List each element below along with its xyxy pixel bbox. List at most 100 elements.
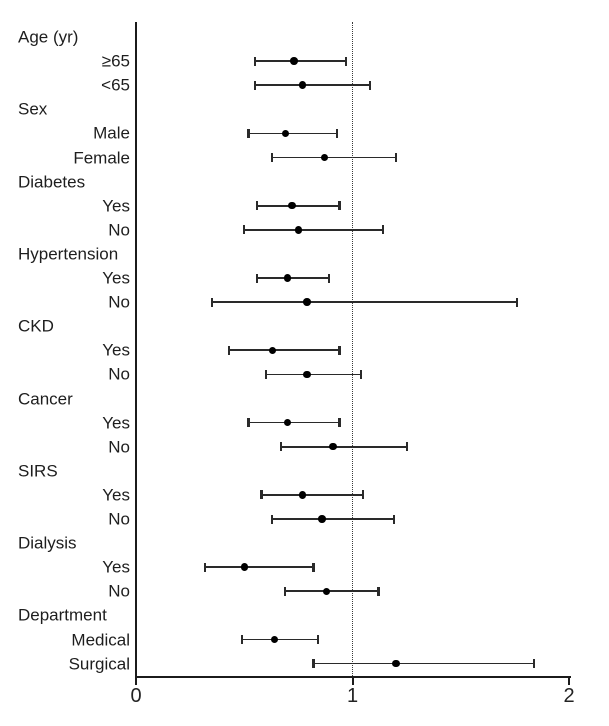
point-estimate: [322, 587, 331, 596]
ci-line: [248, 132, 338, 135]
point-estimate: [318, 515, 326, 523]
point-estimate: [303, 298, 311, 306]
ci-cap-left: [260, 490, 263, 500]
ci-cap-left: [204, 562, 207, 572]
ci-cap-left: [240, 635, 244, 644]
ci-cap-left: [312, 659, 315, 669]
row-label: Yes: [102, 485, 130, 505]
ci-cap-left: [264, 369, 267, 379]
row-label: No: [108, 220, 130, 240]
row-label: No: [108, 581, 130, 601]
row-label: Yes: [102, 340, 130, 360]
ci-cap-right: [338, 418, 341, 428]
point-estimate: [288, 201, 296, 210]
point-estimate: [268, 346, 277, 355]
ci-line: [255, 60, 346, 62]
ci-line: [248, 421, 340, 424]
group-label: CKD: [18, 316, 54, 336]
ci-cap-right: [336, 128, 339, 138]
ci-cap-right: [312, 562, 315, 572]
point-estimate: [294, 226, 303, 234]
point-estimate: [298, 81, 307, 89]
ci-line: [244, 228, 383, 231]
ci-line: [211, 301, 518, 303]
row-label: Female: [73, 148, 130, 167]
ci-line: [272, 156, 396, 159]
ci-cap-left: [210, 297, 213, 307]
ci-line: [265, 373, 362, 376]
ci-line: [229, 349, 340, 352]
ci-cap-right: [338, 345, 341, 355]
point-estimate: [329, 442, 337, 451]
ci-cap-right: [316, 635, 319, 644]
group-label: Age (yr): [18, 27, 79, 47]
ci-cap-right: [377, 586, 380, 596]
ci-line: [242, 638, 318, 641]
row-label: No: [108, 292, 130, 312]
ci-line: [272, 518, 394, 520]
ci-cap-right: [533, 659, 536, 669]
row-label: No: [108, 509, 130, 529]
ci-cap-right: [360, 369, 363, 379]
ci-cap-left: [279, 442, 283, 452]
x-axis-tick-label: 2: [563, 685, 575, 707]
group-label: Dialysis: [18, 533, 77, 553]
ci-cap-right: [344, 56, 348, 66]
row-label: Yes: [102, 557, 130, 577]
group-label: Department: [18, 605, 107, 625]
row-label: Yes: [102, 413, 130, 433]
row-label: Surgical: [68, 654, 130, 674]
ci-line: [285, 590, 379, 593]
x-axis-line: [135, 676, 571, 678]
group-label: Diabetes: [18, 172, 86, 192]
ci-cap-left: [271, 153, 274, 162]
ci-cap-left: [271, 514, 274, 524]
point-estimate: [392, 659, 400, 668]
point-estimate: [240, 563, 248, 571]
ci-line: [281, 445, 407, 448]
ci-line: [261, 494, 364, 496]
ci-line: [257, 277, 329, 279]
point-estimate: [320, 153, 329, 162]
ci-cap-right: [394, 153, 397, 162]
row-label: No: [108, 364, 130, 384]
ci-cap-left: [227, 345, 231, 355]
row-label: Yes: [102, 268, 130, 288]
ci-cap-right: [368, 80, 371, 90]
ci-cap-left: [253, 56, 257, 66]
point-estimate: [283, 274, 292, 282]
x-axis-tick: [135, 678, 137, 685]
row-label: No: [108, 437, 130, 457]
group-label: Hypertension: [18, 244, 119, 264]
ci-line: [257, 204, 340, 207]
x-axis-tick: [568, 678, 570, 685]
point-estimate: [303, 370, 311, 379]
ci-cap-right: [338, 201, 341, 211]
point-estimate: [270, 635, 279, 644]
row-label: Male: [93, 123, 130, 143]
point-estimate: [298, 491, 307, 499]
x-axis-tick: [351, 678, 354, 685]
ci-cap-left: [247, 128, 250, 138]
point-estimate: [290, 57, 298, 65]
ci-cap-left: [243, 225, 246, 235]
y-axis-line: [135, 22, 137, 678]
row-label: <65: [101, 75, 130, 95]
reference-line: [351, 22, 353, 676]
ci-cap-right: [327, 273, 330, 283]
row-label: Yes: [102, 196, 130, 216]
group-label: SIRS: [18, 461, 58, 481]
ci-cap-left: [253, 80, 257, 90]
ci-line: [313, 662, 535, 665]
x-axis-tick-label: 0: [130, 685, 142, 707]
ci-cap-right: [515, 297, 519, 307]
ci-cap-left: [284, 586, 287, 596]
ci-cap-right: [392, 514, 395, 524]
ci-line: [255, 84, 370, 87]
ci-cap-left: [256, 273, 259, 283]
ci-cap-right: [362, 490, 365, 500]
ci-cap-left: [256, 201, 259, 211]
group-label: Sex: [18, 99, 48, 119]
x-axis-tick-label: 1: [346, 685, 359, 707]
